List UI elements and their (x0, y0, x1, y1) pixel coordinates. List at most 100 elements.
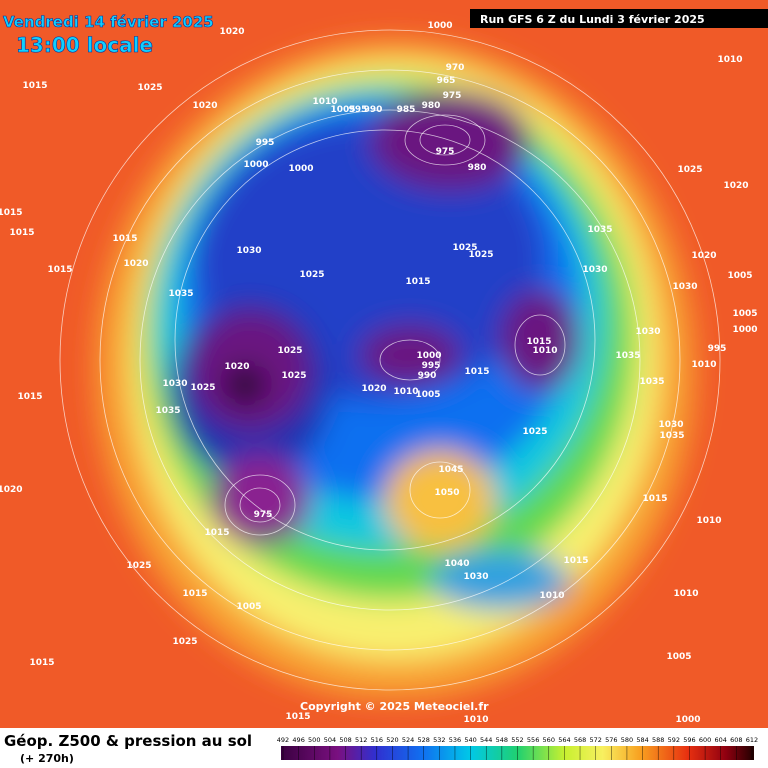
isobar-label: 1035 (639, 377, 664, 387)
isobar-label: 1025 (172, 637, 197, 647)
isobar-label: 1015 (9, 228, 34, 238)
isobar-label: 1015 (0, 208, 23, 218)
isobar-label: 1010 (691, 360, 716, 370)
isobar-label: 1030 (582, 265, 607, 275)
colorbar-tick-label: 536 (449, 736, 461, 744)
footer-lead: (+ 270h) (20, 752, 74, 765)
isobar-label: 980 (468, 163, 487, 173)
field (0, 0, 768, 728)
isobar-label: 1050 (434, 488, 459, 498)
isobar-label: 975 (443, 91, 462, 101)
isobar-label: 1025 (281, 371, 306, 381)
isobar-label: 1000 (288, 164, 313, 174)
isobar-label: 1015 (182, 589, 207, 599)
colorbar-tick-label: 544 (480, 736, 492, 744)
isobar-label: 1015 (642, 494, 667, 504)
isobar-label: 1005 (415, 390, 440, 400)
colorbar-tick-label: 600 (699, 736, 711, 744)
date-label: Vendredi 14 février 2025 (3, 13, 214, 31)
isobar-label: 1025 (299, 270, 324, 280)
isobar-label: 1025 (277, 346, 302, 356)
isobar-label: 1015 (204, 528, 229, 538)
isobar-label: 1020 (224, 362, 249, 372)
colorbar-tick-label: 548 (496, 736, 508, 744)
isobar-label: 990 (418, 371, 437, 381)
colorbar-tick-label: 604 (715, 736, 727, 744)
isobar-label: 1015 (112, 234, 137, 244)
isobar-label: 975 (436, 147, 455, 157)
footer-title: Géop. Z500 & pression au sol (4, 732, 252, 750)
isobar-label: 1015 (464, 367, 489, 377)
isobar-label: 1020 (723, 181, 748, 191)
isobar-label: 990 (364, 105, 383, 115)
colorbar-tick-label: 512 (355, 736, 367, 744)
isobar-label: 1020 (0, 485, 23, 495)
isobar-label: 1025 (452, 243, 477, 253)
colorbar-tick-label: 596 (683, 736, 695, 744)
colorbar-tick-label: 496 (292, 736, 304, 744)
isobar-label: 1025 (126, 561, 151, 571)
isobar-label: 1020 (123, 259, 148, 269)
isobar-label: 1010 (532, 346, 557, 356)
colorbar-tick-label: 520 (386, 736, 398, 744)
isobar-label: 1015 (47, 265, 72, 275)
isobar-label: 1025 (522, 427, 547, 437)
isobar-label: 985 (397, 105, 416, 115)
isobar-label: 1005 (666, 652, 691, 662)
isobar-label: 1040 (444, 559, 469, 569)
isobar-label: 1025 (677, 165, 702, 175)
time-label: 13:00 locale (16, 33, 153, 57)
isobar-label: 1015 (17, 392, 42, 402)
isobar-label: 1045 (438, 465, 463, 475)
isobar-label: 1005 (732, 309, 757, 319)
isobar-label: 1020 (219, 27, 244, 37)
colorbar-tick-label: 524 (402, 736, 414, 744)
colorbar-tick-label: 576 (605, 736, 617, 744)
isobar-label: 1035 (615, 351, 640, 361)
isobar-label: 1010 (539, 591, 564, 601)
colorbar-tick-label: 580 (621, 736, 633, 744)
colorbar-tick-label: 528 (417, 736, 429, 744)
isobar-label: 1000 (243, 160, 268, 170)
isobar-label: 1035 (168, 289, 193, 299)
colorbar-tick-label: 572 (589, 736, 601, 744)
run-label: Run GFS 6 Z du Lundi 3 février 2025 (480, 13, 705, 26)
isobar-label: 1030 (162, 379, 187, 389)
isobar-label: 1015 (405, 277, 430, 287)
isobar-label: 1030 (236, 246, 261, 256)
isobar-label: 1015 (563, 556, 588, 566)
isobar-label: 965 (437, 76, 456, 86)
isobar-label: 995 (422, 361, 441, 371)
isobar-label: 1010 (393, 387, 418, 397)
colorbar-tick-label: 552 (511, 736, 523, 744)
colorbar-tick-label: 508 (339, 736, 351, 744)
isobar-label: 1035 (659, 431, 684, 441)
isobar-label: 1010 (312, 97, 337, 107)
isobar-label: 1020 (192, 101, 217, 111)
isobar-label: 1005 (236, 602, 261, 612)
isobar-label: 1010 (696, 516, 721, 526)
isobar-label: 1020 (361, 384, 386, 394)
isobar-label: 1025 (468, 250, 493, 260)
isobar-label: 970 (446, 63, 465, 73)
isobar-label: 1030 (463, 572, 488, 582)
isobar-label: 995 (349, 105, 368, 115)
isobar-label: 1015 (22, 81, 47, 91)
colorbar-tick-label: 608 (730, 736, 742, 744)
isobar-label: 1005 (330, 105, 355, 115)
colorbar-ticks: 492 496 500 504 508 512 516 520 524 528 532 536 540 5… (277, 736, 758, 760)
colorbar-tick-label: 560 (543, 736, 555, 744)
isobar-label: 1015 (285, 712, 310, 722)
isobar-label: 980 (422, 101, 441, 111)
colorbar-tick-label: 584 (636, 736, 648, 744)
colorbar-tick-label: 500 (308, 736, 320, 744)
colorbar-tick-label: 564 (558, 736, 570, 744)
isobar-label: 1005 (727, 271, 752, 281)
isobar-label: 1035 (587, 225, 612, 235)
colorbar-tick-label: 532 (433, 736, 445, 744)
run-box (470, 9, 768, 28)
colorbar-tick-label: 588 (652, 736, 664, 744)
isobar-label: 1025 (137, 83, 162, 93)
